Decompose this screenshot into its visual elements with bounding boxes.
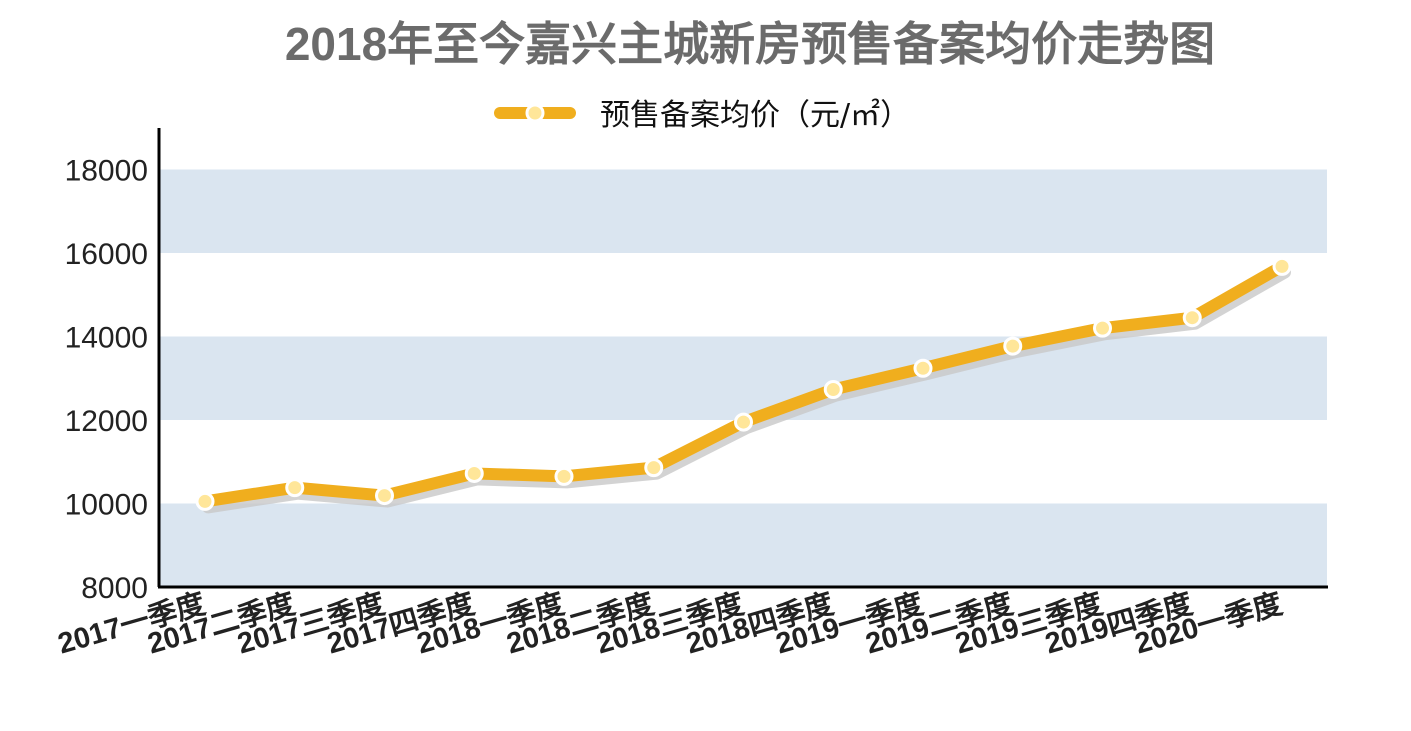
grid-band	[160, 336, 1327, 420]
data-point	[375, 486, 394, 506]
legend: 预售备案均价（元/㎡）	[494, 98, 910, 133]
y-tick-label: 10000	[65, 489, 148, 522]
x-axis-labels: 2017一季度2017二季度2017三季度2017四季度2018一季度2018二…	[54, 587, 1286, 660]
data-point	[464, 463, 484, 483]
data-point	[554, 466, 574, 486]
grid-band	[160, 503, 1327, 587]
y-tick-label: 16000	[65, 238, 148, 271]
chart-title: 2018年至今嘉兴主城新房预售备案均价走势图	[284, 18, 1216, 70]
data-point	[195, 491, 215, 511]
grid-band	[160, 169, 1327, 253]
watermark-domain: fccs.com	[1300, 634, 1362, 650]
y-axis-ticks: 8000 10000 12000 14000 16000 18000	[65, 155, 148, 606]
watermark-brand: 房产超市	[1213, 654, 1341, 692]
data-point	[1003, 336, 1023, 356]
data-point	[823, 380, 843, 400]
watermark-logo: FCCS	[1082, 654, 1174, 692]
y-tick-label: 18000	[65, 155, 148, 188]
data-point	[1093, 318, 1112, 338]
series-line	[195, 256, 1292, 514]
watermark: fccs.com FCCS 房产超市	[1082, 634, 1362, 692]
y-tick-label: 8000	[81, 572, 148, 605]
data-point	[644, 458, 664, 478]
data-point	[285, 478, 305, 498]
y-tick-label: 14000	[65, 322, 148, 355]
grid-bands	[160, 169, 1327, 587]
legend-label: 预售备案均价（元/㎡）	[600, 98, 910, 133]
data-point	[1182, 308, 1202, 328]
data-point	[734, 412, 753, 432]
data-point	[1272, 256, 1292, 276]
data-point	[913, 358, 933, 378]
legend-point-marker	[525, 103, 545, 123]
y-tick-label: 12000	[65, 405, 148, 438]
